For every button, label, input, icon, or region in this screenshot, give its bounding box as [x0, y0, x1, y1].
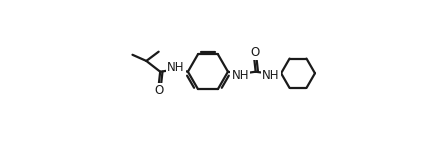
Text: NH: NH [262, 69, 280, 82]
Text: O: O [155, 84, 164, 97]
Text: NH: NH [231, 69, 249, 82]
Text: NH: NH [167, 61, 184, 74]
Text: O: O [250, 46, 260, 59]
